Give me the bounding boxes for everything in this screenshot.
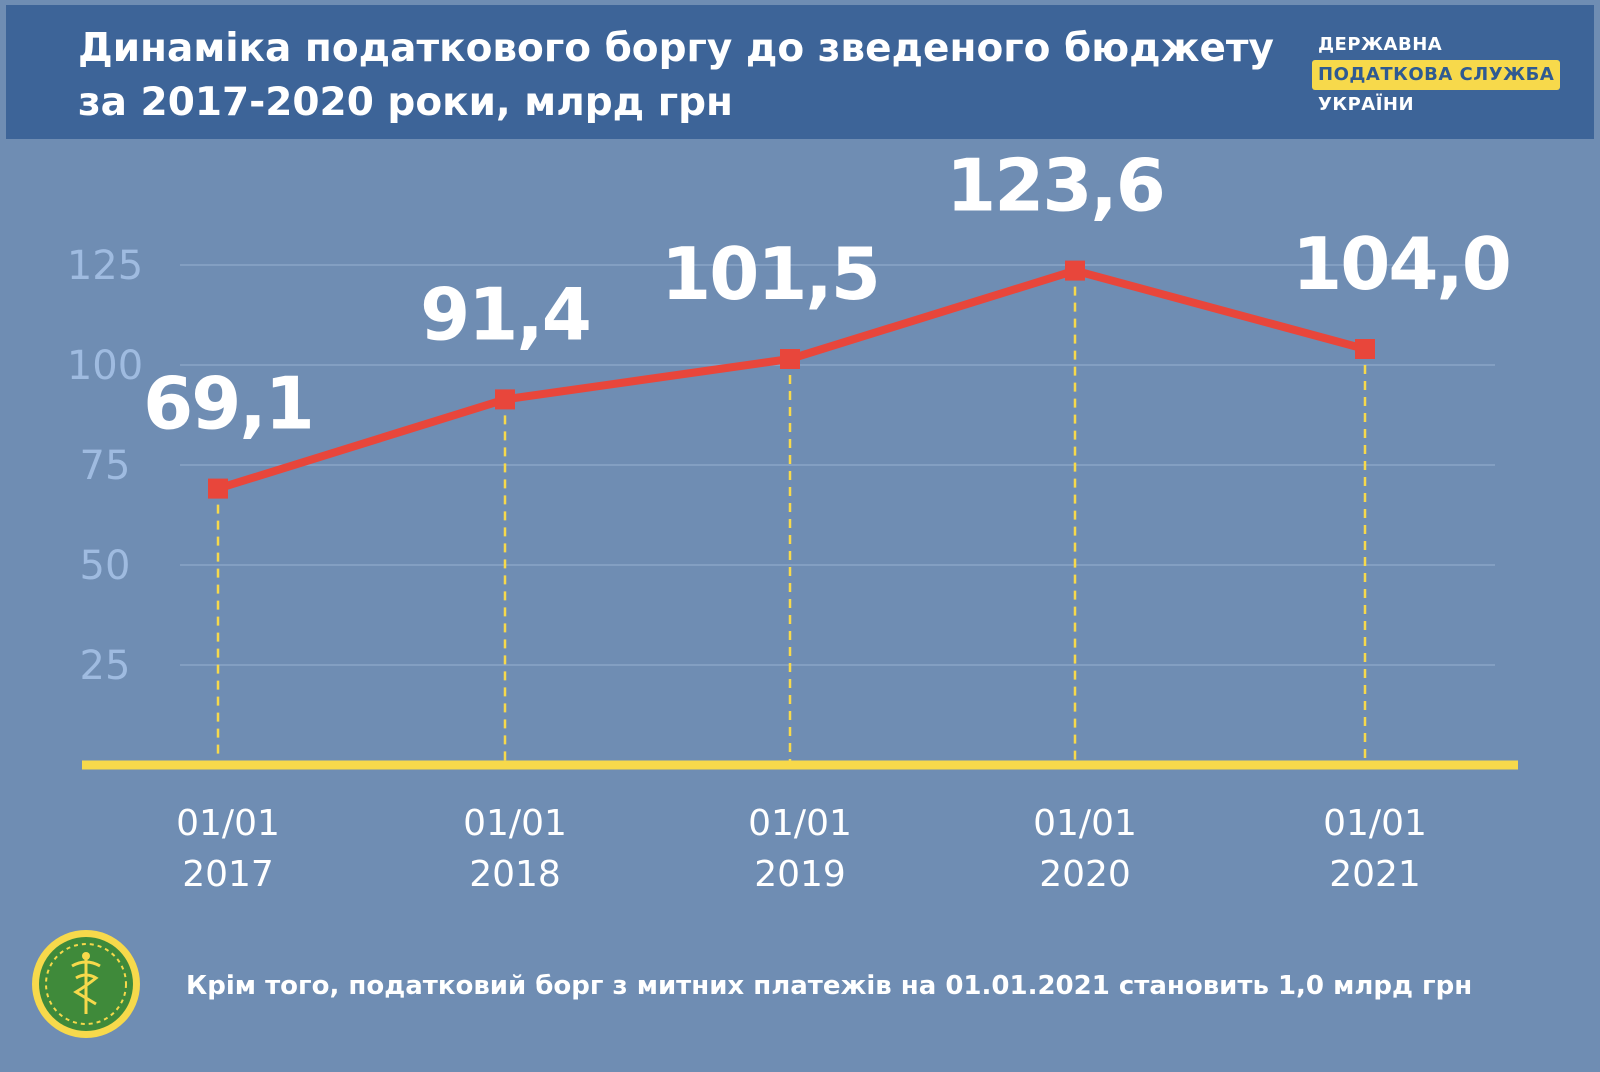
y-tick-label: 100	[67, 343, 143, 389]
brand-line-2: ПОДАТКОВА СЛУЖБА	[1312, 60, 1561, 90]
y-tick-label: 125	[67, 243, 143, 289]
x-tick-label-date: 01/01	[1033, 803, 1137, 844]
brand-logo-text: ДЕРЖАВНА ПОДАТКОВА СЛУЖБА УКРАЇНИ	[1312, 30, 1578, 120]
y-tick-label: 75	[80, 443, 131, 489]
data-label: 69,1	[143, 362, 313, 446]
tax-service-emblem-icon	[32, 930, 140, 1038]
data-point	[1355, 339, 1375, 359]
x-tick-label-date: 01/01	[176, 803, 280, 844]
x-tick-label-year: 2017	[182, 854, 274, 895]
page-title: Динаміка податкового боргу до зведеного …	[78, 22, 1288, 130]
data-point	[780, 349, 800, 369]
footnote: Крім того, податковий борг з митних плат…	[186, 971, 1473, 1001]
data-label: 104,0	[1292, 222, 1510, 306]
y-tick-label: 25	[80, 643, 131, 689]
data-label: 91,4	[420, 272, 590, 356]
x-tick-label-year: 2018	[469, 854, 561, 895]
data-label: 101,5	[661, 232, 879, 316]
data-label: 123,6	[946, 144, 1164, 228]
brand-line-1: ДЕРЖАВНА	[1318, 34, 1443, 55]
data-point	[208, 478, 228, 499]
x-tick-label-year: 2019	[754, 854, 846, 895]
data-point	[495, 389, 515, 410]
data-point	[1065, 260, 1085, 281]
x-tick-label-year: 2020	[1039, 854, 1131, 895]
title-line-1: Динаміка податкового боргу до зведеного …	[78, 26, 1274, 71]
x-tick-label-date: 01/01	[1323, 803, 1427, 844]
y-tick-label: 50	[80, 543, 131, 589]
title-line-2: за 2017-2020 роки, млрд грн	[78, 80, 733, 125]
x-tick-label-date: 01/01	[748, 803, 852, 844]
x-tick-label-date: 01/01	[463, 803, 567, 844]
brand-line-3: УКРАЇНИ	[1318, 94, 1415, 115]
x-tick-label-year: 2021	[1329, 854, 1421, 895]
